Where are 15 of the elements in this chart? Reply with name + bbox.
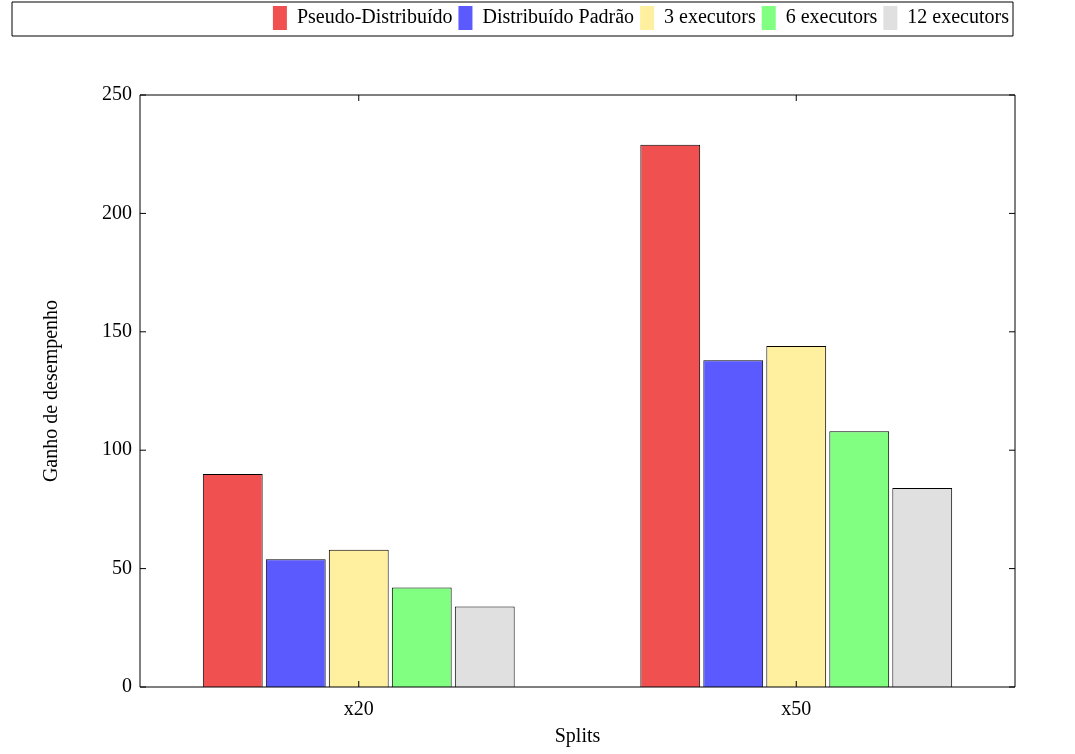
y-tick-label: 150	[102, 319, 132, 342]
y-axis-title: Ganho de desempenho	[39, 299, 63, 483]
y-tick-label: 250	[102, 82, 132, 105]
legend-label: Pseudo-Distribuído	[296, 5, 453, 28]
legend-label: 12 executors	[907, 5, 1010, 28]
legend-label: 6 executors	[785, 5, 878, 28]
y-tick-label: 100	[102, 437, 132, 460]
x-tick-label: x20	[343, 697, 374, 720]
y-tick-label: 200	[102, 200, 132, 223]
y-tick-label: 50	[112, 555, 132, 578]
x-axis-title: Splits	[554, 724, 601, 748]
x-tick-label: x50	[781, 697, 812, 720]
y-tick-label: 0	[122, 674, 132, 697]
legend-label: 3 executors	[664, 5, 756, 28]
legend-label: Distribuído Padrão	[482, 5, 635, 28]
